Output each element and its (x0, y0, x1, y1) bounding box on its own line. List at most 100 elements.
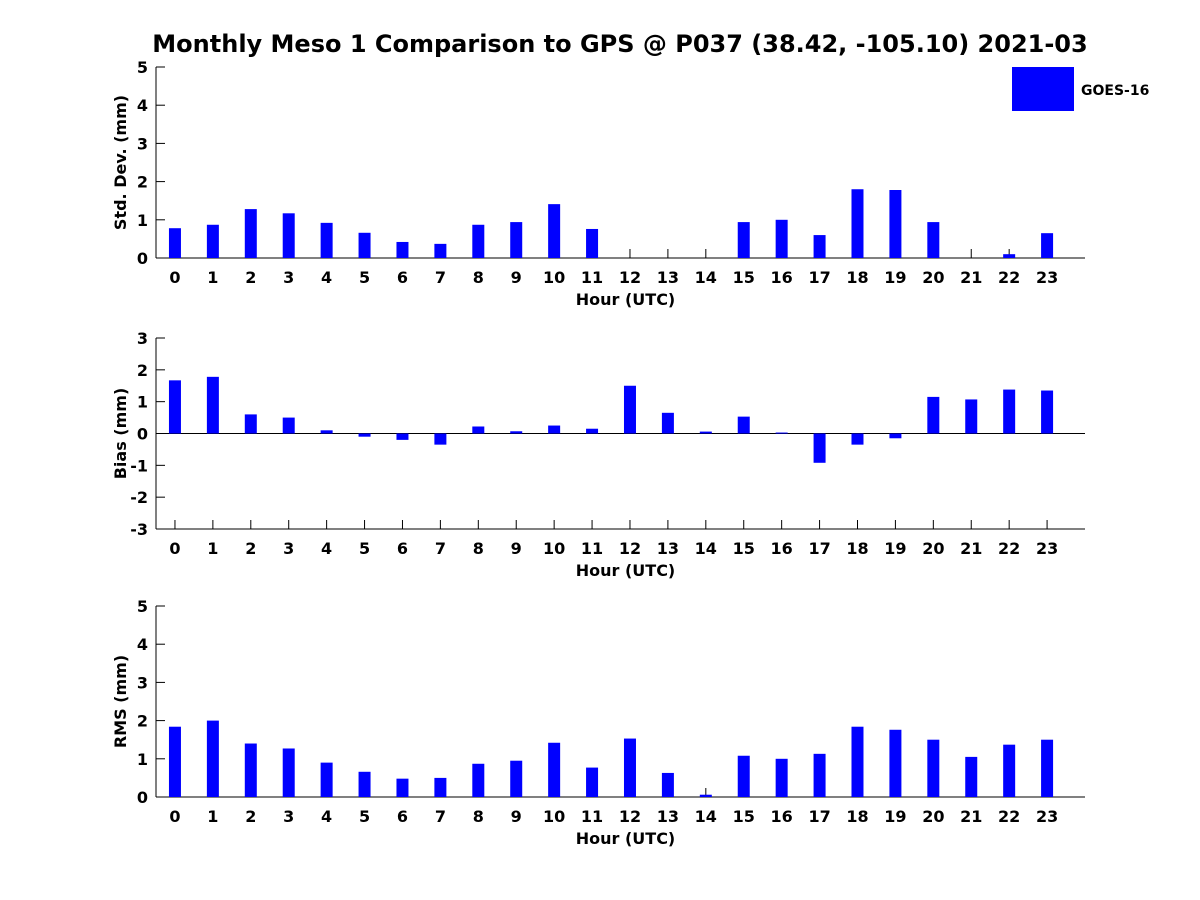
bias-bar-hour-4 (320, 430, 333, 434)
bias-bar-hour-11 (586, 428, 599, 434)
bias-x-tick-label: 13 (657, 539, 679, 558)
bias-x-tick-label: 3 (283, 539, 294, 558)
std-dev-x-tick-label: 18 (846, 268, 868, 287)
std-dev-x-tick-label: 5 (359, 268, 370, 287)
rms-bar-hour-6 (396, 778, 409, 797)
rms-bar-hour-8 (472, 763, 485, 797)
bias-bar-hour-7 (434, 433, 447, 445)
bias-bar-hour-19 (889, 433, 902, 439)
rms-bar-hour-19 (889, 729, 902, 797)
std-dev-bar-hour-1 (206, 224, 219, 258)
bias-bar-hour-22 (1003, 389, 1016, 434)
std-dev-x-tick-label: 17 (808, 268, 830, 287)
bias-bar-hour-21 (965, 399, 978, 434)
std-dev-bar-hour-2 (244, 209, 257, 258)
std-dev-x-tick-label: 10 (543, 268, 565, 287)
std-dev-x-tick-label: 22 (998, 268, 1020, 287)
std-dev-x-tick-label: 11 (581, 268, 603, 287)
bias-x-tick-label: 4 (321, 539, 332, 558)
rms-bar-hour-3 (282, 748, 295, 797)
bias-x-tick-label: 11 (581, 539, 603, 558)
bias-x-tick-label: 1 (207, 539, 218, 558)
std-dev-x-tick-label: 19 (884, 268, 906, 287)
std-dev-y-tick-label: 5 (137, 58, 148, 77)
bias-bar-hour-17 (813, 433, 826, 463)
bias-x-tick-label: 9 (511, 539, 522, 558)
rms-x-tick-label: 17 (808, 807, 830, 826)
rms-x-tick-label: 10 (543, 807, 565, 826)
rms-y-tick-label: 2 (137, 712, 148, 731)
rms-x-tick-label: 4 (321, 807, 332, 826)
bias-x-tick-label: 14 (695, 539, 717, 558)
legend-swatch (1012, 67, 1074, 111)
rms-bar-hour-15 (737, 755, 750, 797)
std-dev-y-tick-label: 2 (137, 173, 148, 192)
bias-x-tick-label: 22 (998, 539, 1020, 558)
rms-x-tick-label: 16 (771, 807, 793, 826)
bias-x-tick-label: 18 (846, 539, 868, 558)
std-dev-bar-hour-19 (889, 190, 902, 258)
rms-bar-hour-22 (1003, 744, 1016, 797)
std-dev-x-axis-label: Hour (UTC) (576, 290, 676, 309)
rms-x-tick-label: 11 (581, 807, 603, 826)
std-dev-bar-hour-23 (1041, 233, 1054, 258)
rms-y-tick-label: 4 (137, 635, 148, 654)
bias-bar-hour-6 (396, 433, 409, 440)
rms-x-tick-label: 9 (511, 807, 522, 826)
std-dev-x-tick-label: 3 (283, 268, 294, 287)
rms-y-tick-label: 3 (137, 673, 148, 692)
rms-bar-hour-11 (586, 767, 599, 797)
rms-bar-hour-14 (699, 794, 712, 797)
rms-bar-hour-16 (775, 758, 788, 797)
bias-bar-hour-10 (548, 425, 561, 434)
rms-x-tick-label: 1 (207, 807, 218, 826)
rms-x-tick-label: 8 (473, 807, 484, 826)
bias-x-tick-label: 12 (619, 539, 641, 558)
rms-bar-hour-13 (661, 772, 674, 797)
rms-x-tick-label: 3 (283, 807, 294, 826)
rms-bar-hour-0 (168, 726, 181, 797)
rms-bar-hour-1 (206, 720, 219, 797)
rms-bar-hour-20 (927, 739, 940, 797)
bias-y-axis-label: Bias (mm) (111, 388, 130, 480)
bias-x-tick-label: 19 (884, 539, 906, 558)
rms-x-tick-label: 21 (960, 807, 982, 826)
std-dev-x-tick-label: 0 (169, 268, 180, 287)
std-dev-bar-hour-10 (548, 204, 561, 258)
bias-bar-hour-8 (472, 426, 485, 434)
bias-y-tick-label: 1 (137, 393, 148, 412)
bias-x-tick-label: 0 (169, 539, 180, 558)
bias-x-axis-label: Hour (UTC) (576, 561, 676, 580)
std-dev-y-tick-label: 0 (137, 249, 148, 268)
std-dev-x-tick-label: 1 (207, 268, 218, 287)
rms-y-tick-label: 1 (137, 750, 148, 769)
bias-bar-hour-14 (699, 431, 712, 434)
std-dev-x-tick-label: 8 (473, 268, 484, 287)
rms-bar-hour-9 (510, 760, 523, 797)
bias-y-tick-label: 2 (137, 361, 148, 380)
rms-x-tick-label: 15 (733, 807, 755, 826)
rms-bar-hour-23 (1041, 739, 1054, 797)
rms-x-tick-label: 20 (922, 807, 944, 826)
std-dev-bar-hour-18 (851, 189, 864, 258)
std-dev-x-tick-label: 13 (657, 268, 679, 287)
rms-x-tick-label: 18 (846, 807, 868, 826)
rms-x-tick-label: 19 (884, 807, 906, 826)
std-dev-bar-hour-17 (813, 235, 826, 258)
bias-bar-hour-12 (623, 385, 636, 434)
bias-bar-hour-3 (282, 417, 295, 434)
rms-bar-hour-2 (244, 743, 257, 797)
std-dev-x-tick-label: 12 (619, 268, 641, 287)
rms-x-axis-label: Hour (UTC) (576, 829, 676, 848)
bias-bar-hour-15 (737, 416, 750, 434)
rms-bar-hour-7 (434, 777, 447, 797)
rms-bar-hour-4 (320, 762, 333, 797)
bias-bar-hour-20 (927, 396, 940, 434)
bias-x-tick-label: 15 (733, 539, 755, 558)
std-dev-bar-hour-3 (282, 213, 295, 258)
std-dev-y-axis-label: Std. Dev. (mm) (111, 95, 130, 230)
std-dev-bar-hour-0 (168, 228, 181, 258)
bias-y-tick-label: -3 (130, 520, 148, 539)
std-dev-x-tick-label: 20 (922, 268, 944, 287)
